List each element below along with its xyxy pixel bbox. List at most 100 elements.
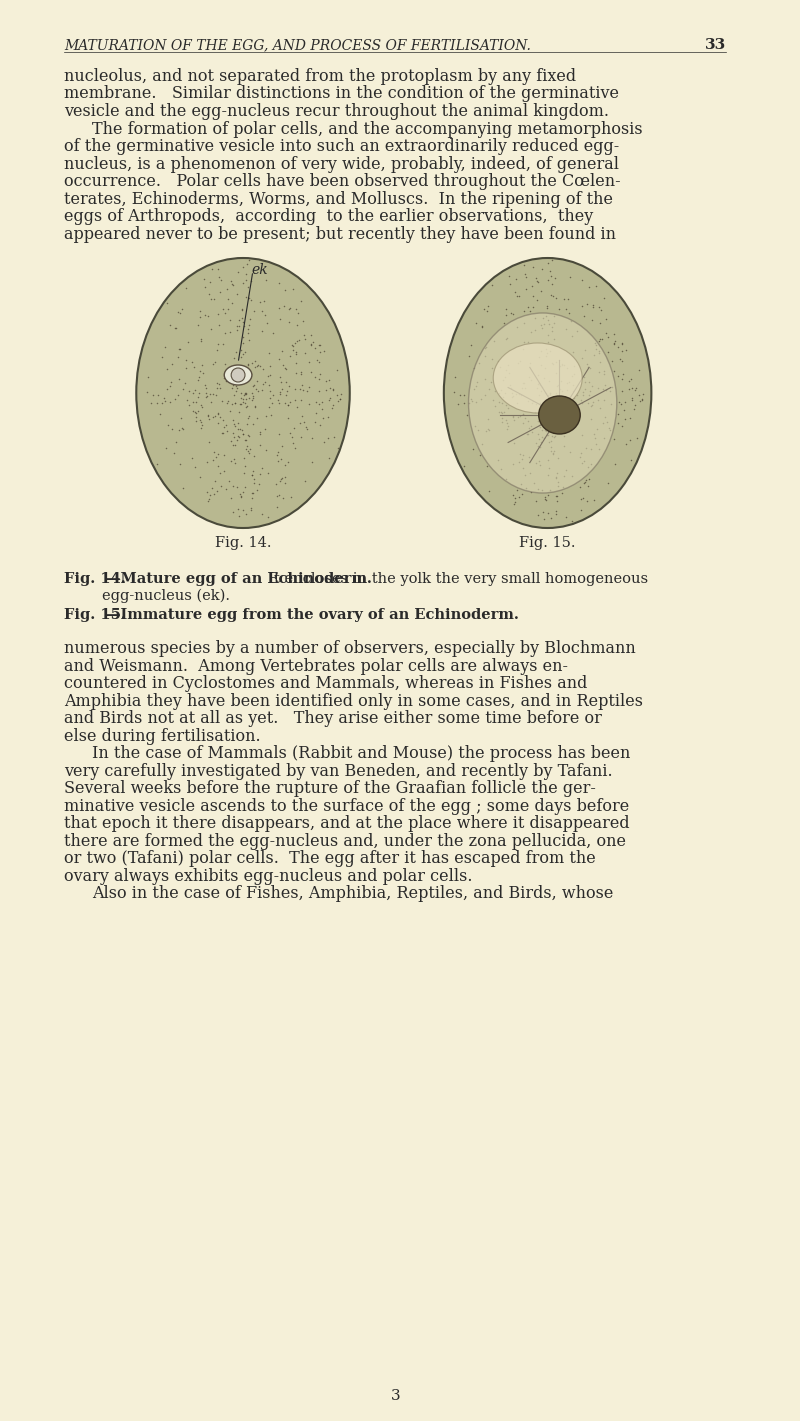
Point [532, 270, 545, 293]
Point [247, 385, 260, 408]
Point [205, 287, 218, 310]
Point [590, 334, 602, 357]
Point [178, 371, 191, 394]
Point [250, 378, 262, 401]
Point [171, 300, 184, 323]
Point [202, 405, 214, 428]
Point [228, 415, 241, 438]
Point [534, 374, 547, 396]
Point [208, 441, 221, 463]
Point [232, 308, 245, 331]
Point [513, 486, 526, 509]
Point [606, 375, 618, 398]
Point [494, 355, 506, 378]
Point [599, 374, 612, 396]
Point [166, 418, 178, 441]
Point [483, 479, 496, 502]
Point [258, 304, 271, 327]
Point [142, 365, 154, 388]
Point [246, 460, 259, 483]
Point [479, 337, 492, 360]
Point [517, 412, 530, 435]
Point [209, 470, 222, 493]
Text: —Immature egg from the ovary of an Echinoderm.: —Immature egg from the ovary of an Echin… [106, 608, 518, 622]
Point [633, 358, 646, 381]
Point [518, 372, 530, 395]
Point [560, 378, 573, 401]
Point [532, 414, 545, 436]
Point [578, 470, 591, 493]
Point [615, 333, 628, 355]
Point [498, 401, 510, 423]
Point [253, 433, 266, 456]
Point [220, 414, 233, 436]
Point [534, 340, 547, 362]
Point [220, 391, 233, 414]
Point [262, 506, 274, 529]
Point [194, 306, 206, 328]
Point [323, 388, 336, 411]
Point [593, 351, 606, 374]
Point [309, 411, 322, 433]
Point [145, 392, 158, 415]
Point [175, 416, 188, 439]
Text: and Weismann.  Among Vertebrates polar cells are always en-: and Weismann. Among Vertebrates polar ce… [64, 658, 568, 675]
Point [226, 433, 239, 456]
Point [550, 462, 563, 485]
Point [237, 271, 250, 294]
Point [582, 392, 594, 415]
Point [570, 384, 583, 406]
Point [265, 404, 278, 426]
Point [525, 415, 538, 438]
Point [550, 485, 562, 507]
Point [274, 448, 287, 470]
Point [218, 459, 231, 482]
Point [159, 389, 172, 412]
Point [539, 489, 552, 512]
Point [589, 333, 602, 355]
Point [273, 271, 286, 294]
Point [551, 385, 564, 408]
Point [537, 401, 550, 423]
Point [549, 266, 562, 288]
Point [262, 374, 275, 396]
Point [221, 419, 234, 442]
Point [280, 379, 293, 402]
Point [603, 418, 616, 441]
Point [598, 287, 610, 310]
Point [544, 506, 557, 529]
Point [274, 384, 286, 406]
Point [236, 297, 249, 320]
Point [608, 323, 621, 345]
Point [592, 340, 605, 362]
Point [548, 306, 561, 328]
Point [250, 369, 263, 392]
Point [499, 304, 512, 327]
Point [531, 364, 544, 387]
Point [328, 426, 341, 449]
Point [258, 290, 270, 313]
Point [552, 475, 565, 497]
Point [510, 284, 523, 307]
Point [541, 296, 554, 318]
Point [256, 378, 269, 401]
Point [226, 374, 239, 396]
Point [534, 392, 546, 415]
Point [592, 438, 605, 460]
Point [246, 412, 259, 435]
Point [536, 426, 549, 449]
Point [578, 338, 591, 361]
Text: there are formed the egg-nucleus and, under the zona pellucida, one: there are formed the egg-nucleus and, un… [64, 833, 626, 850]
Point [616, 362, 629, 385]
Point [497, 368, 510, 391]
Point [480, 455, 493, 477]
Point [239, 388, 252, 411]
Point [212, 333, 225, 355]
Point [535, 431, 548, 453]
Point [500, 468, 513, 490]
Point [538, 426, 550, 449]
Point [322, 368, 335, 391]
Point [582, 475, 594, 497]
Point [546, 284, 559, 307]
Point [508, 490, 521, 513]
